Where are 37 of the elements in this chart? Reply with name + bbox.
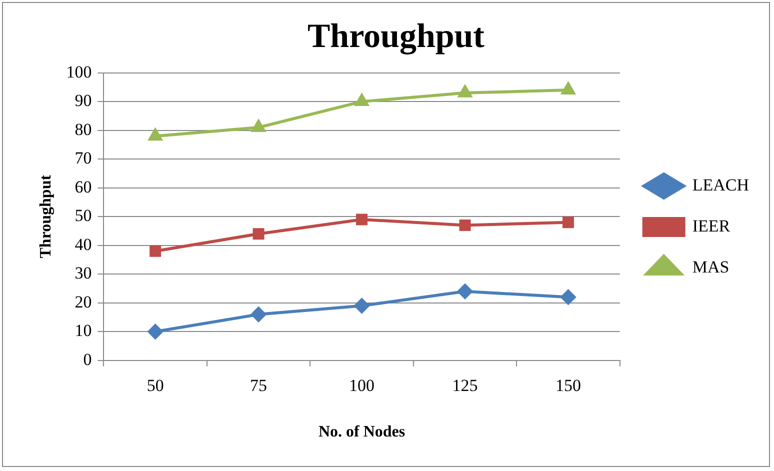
point — [562, 216, 574, 228]
point — [251, 306, 266, 322]
y-tick-label: 80 — [74, 120, 92, 139]
point — [457, 284, 472, 299]
y-tick-label: 10 — [74, 321, 92, 340]
point — [148, 128, 162, 141]
x-tick-label: 125 — [452, 376, 478, 396]
point — [150, 245, 162, 257]
y-tick-label: 30 — [74, 264, 92, 283]
point — [459, 219, 471, 231]
legend-label: MAS — [692, 257, 730, 276]
legend-label: LEACH — [692, 175, 750, 194]
y-tick-label: 40 — [74, 234, 92, 254]
y-tick-label: 90 — [74, 91, 92, 110]
point — [354, 298, 370, 314]
chart-title: Throughput — [307, 18, 486, 56]
y-axis-title: Throughput — [38, 174, 55, 258]
y-tick-label: 60 — [74, 177, 92, 196]
point — [252, 228, 264, 240]
point — [355, 94, 368, 106]
y-tick-label: 20 — [74, 292, 92, 312]
x-tick-label: 100 — [349, 376, 375, 396]
x-tick-label: 75 — [250, 376, 268, 396]
point — [458, 85, 472, 98]
x-tick-label: 50 — [146, 376, 164, 396]
y-tick-label: 100 — [66, 62, 92, 82]
point — [356, 214, 368, 226]
point — [148, 324, 163, 340]
y-tick-label: 50 — [74, 206, 92, 226]
legend-label: IEER — [692, 216, 731, 236]
x-axis-title: No. of Nodes — [318, 424, 406, 441]
point — [252, 120, 266, 132]
y-tick-label: 70 — [74, 148, 92, 168]
x-tick-label: 150 — [555, 376, 581, 396]
y-tick-label: 0 — [83, 350, 92, 369]
point — [560, 290, 576, 305]
point — [562, 82, 575, 95]
